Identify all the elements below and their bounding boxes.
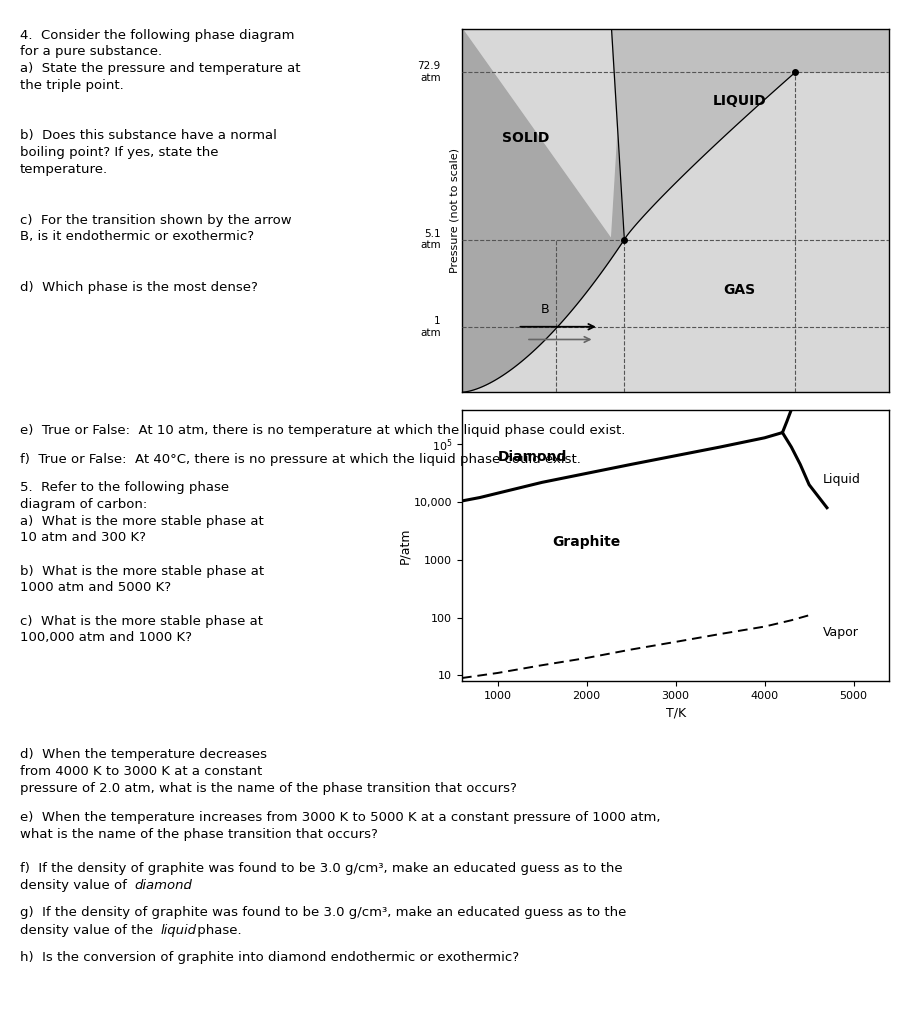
Text: 31 °C: 31 °C [781,418,810,428]
Polygon shape [612,29,889,240]
Text: Diamond: Diamond [498,451,567,464]
Y-axis label: P/atm: P/atm [398,527,411,563]
Text: 4.  Consider the following phase diagram: 4. Consider the following phase diagram [20,29,295,42]
Text: 5.  Refer to the following phase: 5. Refer to the following phase [20,481,229,495]
Text: f)  If the density of graphite was found to be 3.0 g/cm³, make an educated guess: f) If the density of graphite was found … [20,862,623,874]
Text: what is the name of the phase transition that occurs?: what is the name of the phase transition… [20,828,378,842]
Text: liquid: liquid [160,924,196,937]
Text: .: . [182,880,186,892]
Text: phase.: phase. [193,924,242,937]
Text: diagram of carbon:: diagram of carbon: [20,498,147,511]
Text: −78.5 °C: −78.5 °C [532,418,580,428]
Text: pressure of 2.0 atm, what is the name of the phase transition that occurs?: pressure of 2.0 atm, what is the name of… [20,782,517,796]
Text: B, is it endothermic or exothermic?: B, is it endothermic or exothermic? [20,230,254,244]
Text: f)  True or False:  At 40°C, there is no pressure at which the liquid phase coul: f) True or False: At 40°C, there is no p… [20,453,581,466]
Text: Graphite: Graphite [552,536,621,550]
Text: 1000 atm and 5000 K?: 1000 atm and 5000 K? [20,582,172,594]
Text: d)  Which phase is the most dense?: d) Which phase is the most dense? [20,281,258,294]
Text: B: B [541,303,550,315]
Text: −56.7 °C: −56.7 °C [601,418,648,428]
Text: 1
atm: 1 atm [420,316,441,338]
Text: d)  When the temperature decreases: d) When the temperature decreases [20,748,268,761]
Text: temperature.: temperature. [20,163,109,176]
Text: e)  True or False:  At 10 atm, there is no temperature at which the liquid phase: e) True or False: At 10 atm, there is no… [20,424,625,437]
Text: LIQUID: LIQUID [713,94,767,109]
Text: SOLID: SOLID [502,131,550,144]
Text: diamond: diamond [135,880,193,892]
Text: 10 atm and 300 K?: 10 atm and 300 K? [20,531,146,545]
Text: h)  Is the conversion of graphite into diamond endothermic or exothermic?: h) Is the conversion of graphite into di… [20,950,519,964]
Text: b)  What is the more stable phase at: b) What is the more stable phase at [20,564,264,578]
Text: 72.9
atm: 72.9 atm [417,61,441,83]
Text: a)  What is the more stable phase at: a) What is the more stable phase at [20,515,264,527]
Text: b)  Does this substance have a normal: b) Does this substance have a normal [20,129,277,142]
Text: g)  If the density of graphite was found to be 3.0 g/cm³, make an educated guess: g) If the density of graphite was found … [20,906,626,920]
Text: Liquid: Liquid [823,473,860,485]
Text: from 4000 K to 3000 K at a constant: from 4000 K to 3000 K at a constant [20,765,262,778]
Polygon shape [462,29,624,392]
Y-axis label: Pressure (not to scale): Pressure (not to scale) [449,147,459,273]
Text: for a pure substance.: for a pure substance. [20,45,163,58]
Text: 5.1
atm: 5.1 atm [420,228,441,250]
Text: e)  When the temperature increases from 3000 K to 5000 K at a constant pressure : e) When the temperature increases from 3… [20,811,661,824]
Text: Temperature (not to scale): Temperature (not to scale) [602,451,750,461]
Text: c)  For the transition shown by the arrow: c) For the transition shown by the arrow [20,214,292,226]
Text: c)  What is the more stable phase at: c) What is the more stable phase at [20,614,263,628]
Text: density value of the: density value of the [20,924,157,937]
Text: a)  State the pressure and temperature at: a) State the pressure and temperature at [20,62,300,75]
Text: Vapor: Vapor [823,626,858,639]
Text: GAS: GAS [724,284,756,297]
X-axis label: T/K: T/K [666,707,686,719]
Text: density value of: density value of [20,880,131,892]
Text: 100,000 atm and 1000 K?: 100,000 atm and 1000 K? [20,631,192,644]
Polygon shape [462,29,889,392]
Text: boiling point? If yes, state the: boiling point? If yes, state the [20,146,218,159]
Text: the triple point.: the triple point. [20,79,124,92]
